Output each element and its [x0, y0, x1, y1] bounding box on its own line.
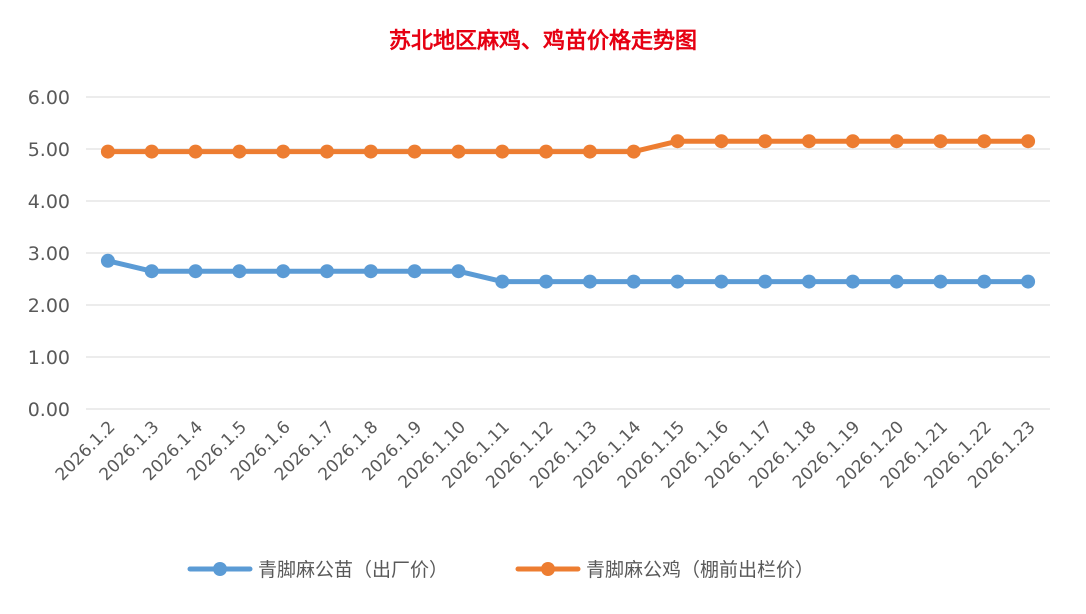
series-1: [100, 253, 1036, 289]
legend: 青脚麻公苗（出厂价） 青脚麻公鸡（棚前出栏价）: [187, 559, 814, 581]
data-point: [495, 144, 510, 159]
y-tick-label: 5.00: [28, 139, 70, 161]
series-group: [100, 134, 1036, 289]
data-point: [144, 144, 159, 159]
data-point: [232, 264, 247, 279]
chart-title: 苏北地区麻鸡、鸡苗价格走势图: [389, 28, 697, 54]
data-point: [670, 274, 685, 289]
data-point: [100, 253, 115, 268]
data-point: [320, 264, 334, 279]
y-axis: 0.00 1.00 2.00 3.00 4.00 5.00 6.00: [28, 87, 70, 421]
x-axis: 2026.1.22026.1.32026.1.42026.1.52026.1.6…: [52, 417, 1040, 492]
data-point: [100, 144, 115, 159]
legend-label: 青脚麻公鸡（棚前出栏价）: [586, 559, 814, 581]
y-tick-label: 1.00: [28, 347, 70, 369]
grid: [86, 96, 1050, 410]
data-point: [539, 144, 554, 159]
data-point: [758, 274, 773, 289]
data-point: [845, 274, 860, 289]
y-tick-label: 2.00: [28, 295, 70, 317]
data-point: [582, 274, 597, 289]
data-point: [889, 274, 904, 289]
data-point: [889, 134, 904, 149]
y-tick-label: 6.00: [28, 87, 70, 109]
data-point: [758, 134, 773, 149]
data-point: [495, 274, 510, 289]
series-line: [105, 258, 1031, 285]
data-point: [802, 274, 816, 289]
data-point: [363, 144, 378, 159]
data-point: [276, 264, 291, 279]
data-point: [933, 274, 948, 289]
y-tick-label: 3.00: [28, 243, 70, 265]
data-point: [626, 274, 641, 289]
data-point: [407, 144, 422, 159]
data-point: [714, 134, 729, 149]
y-tick-label: 0.00: [28, 399, 70, 421]
data-point: [582, 144, 597, 159]
data-point: [188, 144, 203, 159]
legend-marker: [541, 562, 555, 576]
data-point: [1021, 134, 1036, 149]
data-point: [802, 134, 816, 149]
series-2: [100, 134, 1036, 159]
legend-marker: [213, 562, 227, 576]
legend-label: 青脚麻公苗（出厂价）: [258, 559, 448, 581]
data-point: [539, 274, 554, 289]
data-point: [320, 144, 334, 159]
data-point: [363, 264, 378, 279]
data-point: [407, 264, 422, 279]
data-point: [232, 144, 247, 159]
data-point: [1021, 274, 1036, 289]
data-point: [845, 134, 860, 149]
data-point: [977, 134, 992, 149]
data-point: [144, 264, 159, 279]
series-line: [105, 138, 1031, 155]
data-point: [451, 264, 466, 279]
data-point: [714, 274, 729, 289]
data-point: [977, 274, 992, 289]
data-point: [276, 144, 291, 159]
data-point: [933, 134, 948, 149]
data-point: [626, 144, 641, 159]
data-point: [670, 134, 685, 149]
y-tick-label: 4.00: [28, 191, 70, 213]
data-point: [188, 264, 203, 279]
data-point: [451, 144, 466, 159]
